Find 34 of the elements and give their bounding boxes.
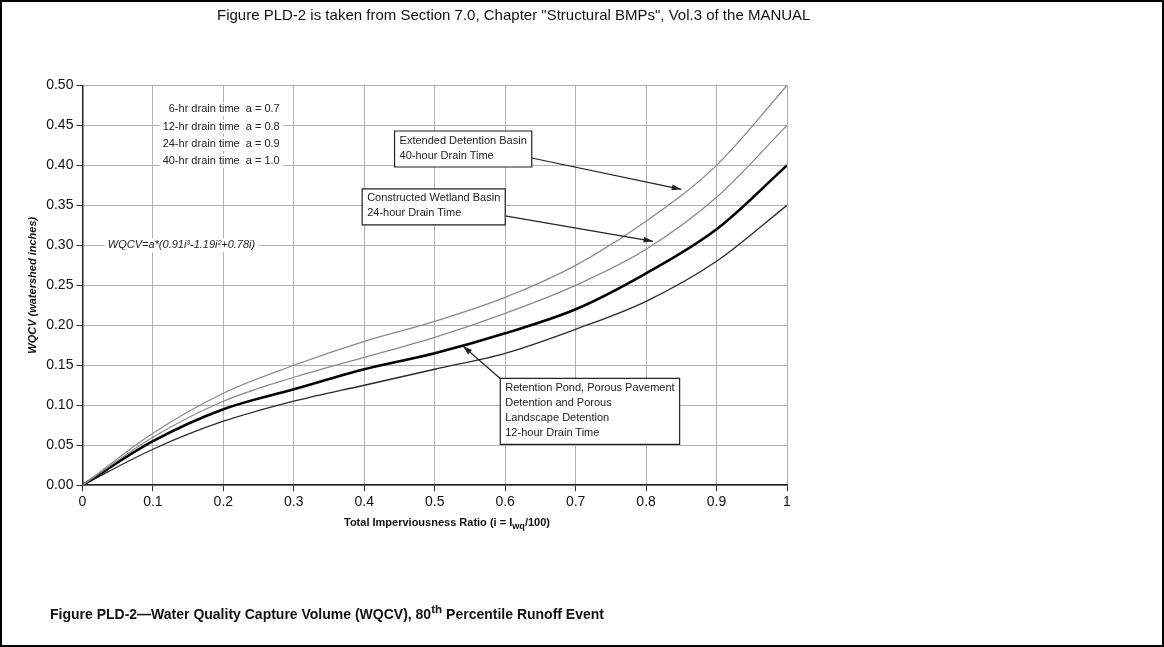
text: Figure PLD-2—Water Quality Capture Volume (WQCV), 80$^{th}$ Percentile Runoff Event bbox=[50, 602, 604, 622]
annotation: Retention Pond, Porous Pavement Detention and Porous Landscape Detention 12-hour Drain Time bbox=[505, 380, 675, 438]
x-tick-label: 0.5 bbox=[424, 493, 445, 510]
x-tick-label: 0.3 bbox=[284, 493, 304, 510]
y-tick-label: 0.00 bbox=[46, 476, 74, 493]
y-tick-label: 0.35 bbox=[46, 196, 74, 213]
annotation: Extended Detention Basin 40-hour Drain Time bbox=[399, 133, 527, 161]
y-tick-label: 0.20 bbox=[46, 316, 74, 333]
x-tick-label: 0.6 bbox=[495, 493, 516, 510]
y-tick-label: 0.40 bbox=[46, 156, 74, 173]
annotation: 40-hr drain time a = 1.0 bbox=[162, 153, 280, 166]
y-tick-label: 0.45 bbox=[46, 116, 74, 133]
x-tick-label: 0.4 bbox=[354, 493, 375, 510]
annotation: WQCV=a*(0.91i³-1.19i²+0.78i) bbox=[107, 238, 256, 251]
x-tick-label: 0.2 bbox=[213, 493, 234, 510]
y-tick-label: 0.05 bbox=[46, 436, 74, 453]
y-tick-label: 0.50 bbox=[46, 76, 74, 93]
annotation: 12-hr drain time a = 0.8 bbox=[162, 119, 280, 132]
annotation: Constructed Wetland Basin 24-hour Drain Time bbox=[367, 191, 501, 219]
x-tick-label: 0.1 bbox=[143, 493, 163, 510]
y-tick-label: 0.10 bbox=[46, 396, 74, 413]
x-tick-label: 0.7 bbox=[565, 493, 586, 510]
x-tick-label: 0.8 bbox=[636, 493, 657, 510]
y-tick-label: 0.15 bbox=[46, 356, 74, 373]
chart-subtitle: Figure PLD-2 is taken from Section 7.0, Chapter "Structural BMPs", Vol.3 of the MANUAL bbox=[217, 6, 811, 23]
y-axis-title: WQCV (watershed inches) bbox=[25, 216, 38, 354]
annotation: 6-hr drain time a = 0.7 bbox=[168, 102, 280, 115]
y-tick-label: 0.25 bbox=[46, 276, 74, 293]
x-tick-label: 0 bbox=[78, 493, 87, 510]
annotation: 24-hr drain time a = 0.9 bbox=[162, 136, 280, 149]
x-tick-label: 0.9 bbox=[706, 493, 727, 510]
x-tick-label: 1 bbox=[783, 493, 792, 510]
y-tick-label: 0.30 bbox=[46, 236, 74, 253]
x-axis-title: Total Imperviousness Ratio (i = I$_{wq}$/100) bbox=[343, 516, 551, 532]
